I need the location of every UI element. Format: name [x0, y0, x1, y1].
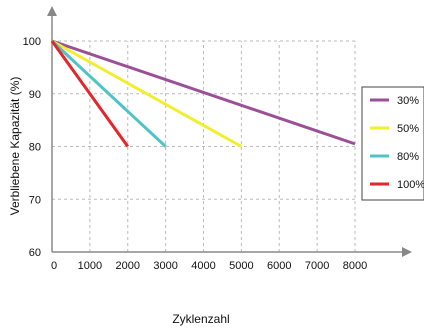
x-tick-label: 1000: [78, 260, 102, 272]
x-tick-label: 6000: [267, 260, 291, 272]
x-tick-label: 0: [51, 260, 57, 272]
series-line-2: [51, 39, 243, 148]
x-tick-label: 8000: [343, 260, 367, 272]
series-line-1: [51, 39, 356, 146]
y-axis-title: Verbliebene Kapazität (%): [8, 77, 22, 216]
legend-label-3: 80%: [397, 151, 419, 163]
x-axis-arrow: [402, 247, 412, 257]
axes: [47, 6, 412, 257]
x-axis-title: Zyklenzahl: [172, 312, 229, 326]
legend: 30% 50% 80% 100%: [361, 86, 424, 201]
y-tick-label: 80: [29, 142, 41, 154]
y-tick-label: 90: [29, 89, 41, 101]
series-line-4: [50, 40, 129, 148]
series-lines: [50, 39, 356, 148]
y-tick-label: 70: [29, 194, 41, 206]
x-tick-label: 5000: [229, 260, 253, 272]
x-tick-label: 4000: [191, 260, 215, 272]
legend-box: [361, 86, 424, 201]
legend-label-2: 50%: [397, 123, 419, 135]
y-axis-arrow: [47, 6, 57, 16]
x-tick-label: 3000: [153, 260, 177, 272]
grid-lines: [52, 40, 356, 252]
legend-label-1: 30%: [397, 95, 419, 107]
x-tick-label: 2000: [116, 260, 140, 272]
x-tick-label: 7000: [305, 260, 329, 272]
y-tick-labels: 60 70 80 90 100: [23, 36, 41, 259]
legend-label-4: 100%: [397, 179, 424, 191]
y-tick-label: 100: [23, 36, 41, 48]
y-tick-label: 60: [29, 247, 41, 259]
series-line-3: [50, 39, 167, 148]
x-tick-labels: 0 1000 2000 3000 4000 5000 6000 7000 8000: [51, 260, 367, 272]
